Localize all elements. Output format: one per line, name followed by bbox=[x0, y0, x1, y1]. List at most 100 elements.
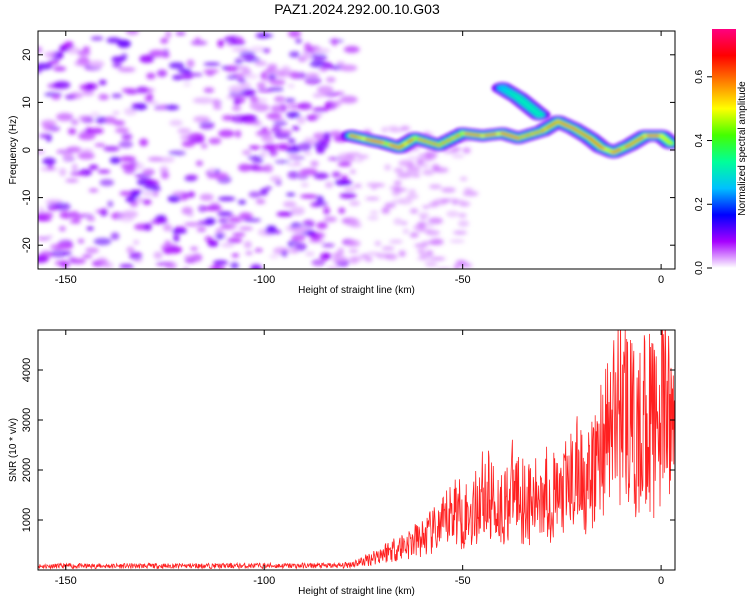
signal-blob bbox=[413, 137, 417, 139]
noise-blob bbox=[217, 211, 233, 217]
signal-blob bbox=[437, 144, 441, 146]
signal-blob bbox=[507, 134, 510, 136]
noise-blob bbox=[381, 246, 395, 251]
signal-branch bbox=[491, 82, 551, 121]
signal-blob bbox=[391, 145, 395, 147]
noise-blob bbox=[69, 220, 77, 224]
noise-blob bbox=[160, 171, 170, 180]
noise-blob bbox=[422, 205, 430, 209]
signal-blob bbox=[473, 134, 476, 136]
noise-blob bbox=[248, 191, 262, 198]
noise-blob bbox=[384, 164, 392, 171]
noise-blob bbox=[88, 164, 99, 170]
noise-blob bbox=[407, 156, 423, 160]
noise-blob bbox=[125, 90, 138, 95]
x-tick-label: -50 bbox=[455, 575, 471, 587]
noise-blob bbox=[203, 87, 215, 94]
noise-blob bbox=[429, 184, 442, 190]
signal-blob bbox=[531, 108, 534, 110]
noise-blob bbox=[269, 175, 282, 182]
noise-blob bbox=[185, 72, 204, 77]
noise-blob bbox=[312, 107, 329, 113]
noise-blob bbox=[266, 112, 282, 120]
noise-blob bbox=[126, 246, 135, 254]
noise-blob bbox=[69, 211, 80, 218]
noise-blob bbox=[241, 88, 256, 97]
noise-blob bbox=[90, 111, 100, 118]
noise-blob bbox=[179, 135, 198, 140]
noise-blob bbox=[417, 248, 427, 254]
noise-blob bbox=[71, 163, 78, 172]
noise-blob bbox=[243, 240, 252, 249]
noise-blob bbox=[238, 163, 252, 172]
signal-blob bbox=[533, 110, 537, 112]
y-axis-label: SNR (10 * v/v) bbox=[8, 418, 19, 482]
noise-blob bbox=[225, 95, 243, 100]
noise-blob bbox=[47, 163, 54, 170]
noise-blob bbox=[424, 261, 438, 267]
x-tick-label: 0 bbox=[658, 274, 664, 286]
noise-blob bbox=[337, 161, 352, 167]
noise-blob bbox=[292, 125, 300, 131]
noise-blob bbox=[384, 202, 396, 208]
noise-blob bbox=[198, 205, 207, 213]
noise-blob bbox=[45, 200, 56, 205]
page-title: PAZ1.2024.292.00.10.G03 bbox=[274, 1, 440, 17]
noise-blob bbox=[38, 217, 52, 222]
noise-blob bbox=[234, 130, 242, 138]
noise-blob bbox=[218, 218, 229, 224]
noise-blob bbox=[308, 239, 326, 244]
noise-blob bbox=[44, 51, 57, 58]
noise-blob bbox=[120, 163, 137, 169]
noise-blob bbox=[168, 62, 185, 69]
noise-blob bbox=[144, 95, 151, 103]
noise-blob bbox=[238, 226, 253, 231]
noise-blob bbox=[218, 129, 235, 138]
noise-blob bbox=[304, 151, 312, 156]
noise-blob bbox=[233, 98, 241, 106]
noise-blob bbox=[143, 170, 152, 176]
noise-blob bbox=[47, 203, 59, 211]
noise-blob bbox=[313, 172, 329, 180]
noise-blob bbox=[323, 132, 331, 141]
signal-blob bbox=[585, 135, 588, 137]
noise-blob bbox=[172, 74, 183, 80]
noise-blob bbox=[212, 260, 229, 266]
noise-blob bbox=[184, 254, 199, 260]
noise-blob bbox=[402, 228, 410, 235]
noise-blob bbox=[278, 70, 291, 78]
noise-blob bbox=[239, 212, 251, 220]
noise-blob bbox=[38, 236, 51, 241]
noise-blob bbox=[85, 247, 100, 254]
noise-blob bbox=[449, 239, 465, 243]
noise-blob bbox=[324, 181, 334, 189]
signal-blob bbox=[451, 137, 455, 139]
noise-blob bbox=[270, 104, 284, 113]
signal-blob bbox=[372, 140, 375, 142]
signal-blob bbox=[382, 142, 385, 144]
noise-blob bbox=[348, 249, 359, 253]
noise-blob bbox=[156, 69, 168, 78]
noise-blob bbox=[208, 167, 216, 174]
signal-blob bbox=[618, 148, 622, 151]
noise-blob bbox=[323, 206, 330, 215]
noise-blob bbox=[354, 158, 364, 163]
signal-blob bbox=[461, 132, 464, 134]
noise-blob bbox=[331, 171, 341, 178]
noise-blob bbox=[194, 37, 201, 42]
noise-blob bbox=[297, 170, 313, 176]
signal-blob bbox=[637, 138, 641, 141]
noise-blob bbox=[77, 50, 91, 57]
noise-blob bbox=[119, 155, 136, 162]
noise-blob bbox=[231, 253, 240, 258]
noise-blob bbox=[78, 132, 96, 141]
noise-blob bbox=[137, 88, 155, 93]
noise-blob bbox=[291, 226, 308, 234]
heatmap bbox=[38, 31, 675, 269]
noise-blob bbox=[54, 202, 71, 211]
signal-blob bbox=[377, 141, 380, 143]
noise-blob bbox=[103, 116, 117, 124]
signal-blob bbox=[653, 135, 656, 137]
noise-blob bbox=[393, 188, 408, 192]
noise-blob bbox=[459, 176, 468, 181]
